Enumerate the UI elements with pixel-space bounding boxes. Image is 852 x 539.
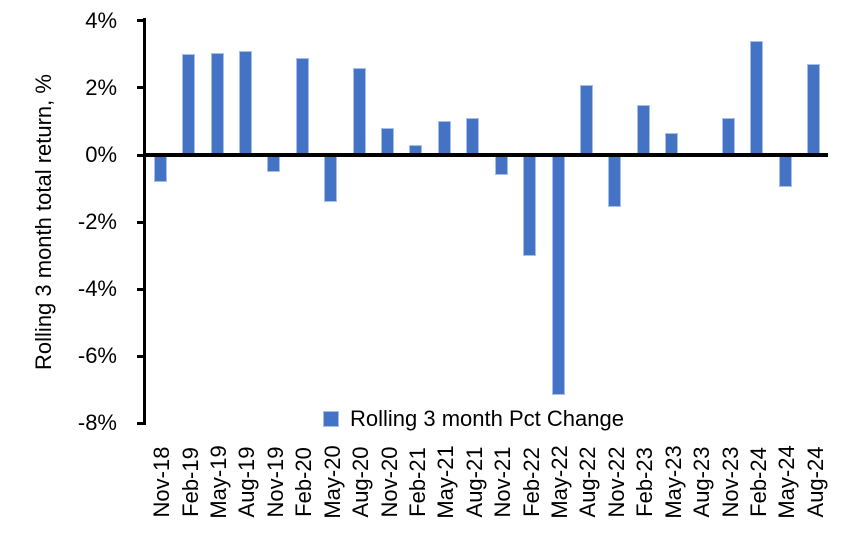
x-category-label: Feb-22: [518, 447, 544, 517]
bar: [579, 84, 593, 157]
x-category-label: Feb-21: [404, 447, 430, 517]
y-tick-mark: [137, 421, 146, 425]
x-category-label: Nov-23: [717, 446, 743, 518]
bar: [352, 67, 366, 157]
x-category-label: Aug-23: [689, 446, 715, 518]
x-category-label: Nov-20: [376, 446, 402, 518]
y-tick-mark: [137, 287, 146, 291]
legend: Rolling 3 month Pct Change: [323, 406, 624, 432]
bar: [750, 40, 764, 157]
bar: [551, 155, 565, 396]
bar: [238, 50, 252, 157]
x-category-label: Aug-24: [802, 446, 828, 518]
x-category-label: May-22: [547, 445, 573, 519]
x-category-label: May-24: [774, 445, 800, 519]
x-category-label: Nov-19: [262, 446, 288, 518]
x-category-label: Aug-21: [461, 446, 487, 518]
y-tick-mark: [137, 153, 146, 157]
bar: [324, 155, 338, 203]
bar: [267, 155, 281, 173]
y-tick-mark: [137, 19, 146, 23]
bar: [466, 118, 480, 157]
y-tick-label: -6%: [77, 343, 117, 369]
y-axis-line: [143, 18, 146, 425]
x-category-label: Aug-20: [348, 446, 374, 518]
x-category-label: Feb-23: [632, 447, 658, 517]
x-category-label: Feb-20: [291, 447, 317, 517]
bar: [494, 155, 508, 176]
x-category-label: Nov-18: [149, 446, 175, 518]
y-tick-label: -8%: [77, 410, 117, 436]
x-category-label: Feb-24: [745, 447, 771, 517]
bar: [807, 64, 821, 157]
y-tick-label: -2%: [77, 209, 117, 235]
y-tick-mark: [137, 354, 146, 358]
x-category-label: Nov-22: [603, 446, 629, 518]
legend-series-label: Rolling 3 month Pct Change: [350, 406, 624, 431]
x-category-label: May-19: [206, 445, 232, 519]
x-category-label: May-20: [319, 445, 345, 519]
x-category-label: May-23: [660, 445, 686, 519]
x-category-label: Aug-22: [575, 446, 601, 518]
y-tick-label: 4%: [85, 7, 117, 33]
x-category-label: Feb-19: [177, 447, 203, 517]
bar: [608, 155, 622, 208]
bar: [437, 121, 451, 157]
bar: [636, 104, 650, 157]
x-axis-zero-line: [143, 153, 828, 157]
y-tick-label: -4%: [77, 276, 117, 302]
bar: [778, 155, 792, 188]
bar: [153, 155, 167, 183]
bar: [210, 52, 224, 157]
y-tick-mark: [137, 86, 146, 90]
bar: [722, 118, 736, 157]
x-category-label: May-21: [433, 445, 459, 519]
y-tick-label: 2%: [85, 74, 117, 100]
y-tick-mark: [137, 220, 146, 224]
x-category-label: Nov-21: [490, 446, 516, 518]
legend-marker-square: [323, 411, 339, 427]
bar: [295, 57, 309, 157]
x-category-label: Aug-19: [234, 446, 260, 518]
bar: [182, 54, 196, 157]
y-tick-label: 0%: [85, 142, 117, 167]
bar: [523, 155, 537, 256]
